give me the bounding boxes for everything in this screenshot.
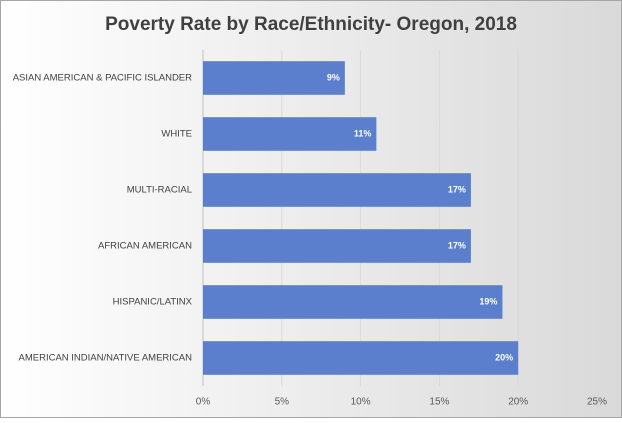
- data-label: 17%: [448, 240, 466, 250]
- y-tick-label: HISPANIC/LATINX: [113, 297, 193, 308]
- data-label: 20%: [495, 352, 513, 362]
- data-label: 9%: [327, 72, 340, 82]
- bar: [203, 117, 377, 151]
- chart-title: Poverty Rate by Race/Ethnicity- Oregon, …: [105, 14, 517, 35]
- x-tick-label: 25%: [587, 397, 607, 408]
- bar: [203, 173, 471, 207]
- y-tick-label: WHITE: [161, 129, 192, 140]
- bar: [203, 229, 471, 263]
- x-tick-label: 0%: [196, 397, 211, 408]
- y-tick-label: MULTI-RACIAL: [127, 185, 192, 196]
- bar: [203, 61, 345, 95]
- x-tick-label: 15%: [429, 397, 449, 408]
- x-tick-label: 10%: [351, 397, 371, 408]
- x-tick-label: 5%: [275, 397, 290, 408]
- x-tick-label: 20%: [508, 397, 528, 408]
- data-label: 11%: [354, 128, 372, 138]
- y-tick-label: AFRICAN AMERICAN: [98, 241, 192, 252]
- data-label: 19%: [479, 296, 497, 306]
- data-label: 17%: [448, 184, 466, 194]
- bar: [203, 285, 503, 319]
- y-tick-label: ASIAN AMERICAN & PACIFIC ISLANDER: [13, 73, 192, 84]
- y-tick-label: AMERICAN INDIAN/NATIVE AMERICAN: [19, 353, 193, 364]
- bar: [203, 341, 519, 375]
